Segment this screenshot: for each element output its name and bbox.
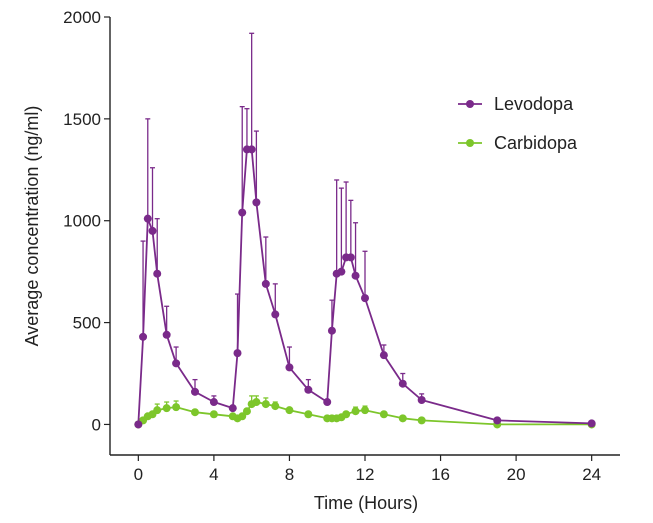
carbidopa-point xyxy=(379,410,388,419)
legend-carbidopa-marker xyxy=(466,139,474,147)
levodopa-point xyxy=(252,198,261,207)
x-axis-ticks: 0 4 8 12 16 20 24 xyxy=(134,455,601,484)
levodopa-point xyxy=(261,279,270,288)
carbidopa-point xyxy=(172,403,181,412)
legend-levodopa-marker xyxy=(466,100,474,108)
chart-axes xyxy=(109,17,620,456)
levodopa-point xyxy=(233,349,242,358)
y-tick-label: 0 xyxy=(92,415,101,434)
levodopa-point xyxy=(228,404,237,413)
levodopa-point xyxy=(398,379,407,388)
series-carbidopa xyxy=(134,395,596,429)
x-tick-label: 8 xyxy=(285,465,294,484)
levodopa-point xyxy=(247,145,256,154)
levodopa-point xyxy=(493,416,502,425)
carbidopa-point xyxy=(209,410,218,419)
levodopa-point xyxy=(191,387,199,396)
levodopa-point xyxy=(304,385,313,394)
legend-levodopa-label: Levodopa xyxy=(494,94,574,114)
carbidopa-point xyxy=(342,410,351,419)
x-tick-label: 20 xyxy=(507,465,526,484)
levodopa-point xyxy=(162,330,171,339)
x-tick-label: 24 xyxy=(582,465,601,484)
levodopa-point xyxy=(153,269,162,278)
carbidopa-point xyxy=(417,416,426,425)
levodopa-point xyxy=(346,253,355,262)
chart-legend: Levodopa Carbidopa xyxy=(458,94,578,153)
levodopa-point xyxy=(148,226,157,235)
levodopa-point xyxy=(271,310,280,319)
levodopa-point xyxy=(337,267,346,276)
series-levodopa xyxy=(134,32,596,429)
levodopa-point xyxy=(587,419,596,428)
carbidopa-point xyxy=(252,398,261,407)
carbidopa-point xyxy=(271,402,280,411)
levodopa-point xyxy=(139,332,148,341)
carbidopa-point xyxy=(153,406,162,415)
legend-carbidopa-label: Carbidopa xyxy=(494,133,578,153)
y-tick-label: 500 xyxy=(73,314,101,333)
levodopa-point xyxy=(143,214,152,223)
levodopa-point xyxy=(361,294,369,303)
carbidopa-point xyxy=(361,406,369,415)
carbidopa-point xyxy=(162,404,171,413)
y-axis-label: Average concentration (ng/ml) xyxy=(22,106,42,347)
carbidopa-point xyxy=(242,407,251,416)
x-tick-label: 0 xyxy=(134,465,143,484)
carbidopa-point xyxy=(351,407,360,416)
carbidopa-point xyxy=(285,406,294,415)
levodopa-point xyxy=(285,363,294,372)
x-tick-label: 4 xyxy=(209,465,218,484)
y-tick-label: 2000 xyxy=(63,8,101,27)
carbidopa-point xyxy=(238,412,247,421)
levodopa-point xyxy=(351,271,360,280)
levodopa-point xyxy=(417,395,426,404)
carbidopa-point xyxy=(191,408,199,417)
levodopa-point xyxy=(172,359,181,368)
y-axis-ticks: 0 500 1000 1500 2000 xyxy=(63,8,110,434)
x-tick-label: 16 xyxy=(431,465,450,484)
x-axis-label: Time (Hours) xyxy=(314,493,418,513)
levodopa-point xyxy=(134,420,143,429)
levodopa-point xyxy=(238,208,247,217)
levodopa-line xyxy=(137,148,592,425)
carbidopa-point xyxy=(398,414,407,423)
levodopa-point xyxy=(379,351,388,360)
levodopa-point xyxy=(327,326,336,335)
carbidopa-point xyxy=(304,410,313,419)
x-tick-label: 12 xyxy=(356,465,375,484)
carbidopa-point xyxy=(261,400,270,409)
y-tick-label: 1500 xyxy=(63,110,101,129)
y-tick-label: 1000 xyxy=(63,212,101,231)
chart-series xyxy=(134,32,596,429)
levodopa-point xyxy=(323,398,332,407)
levodopa-point xyxy=(209,398,218,407)
